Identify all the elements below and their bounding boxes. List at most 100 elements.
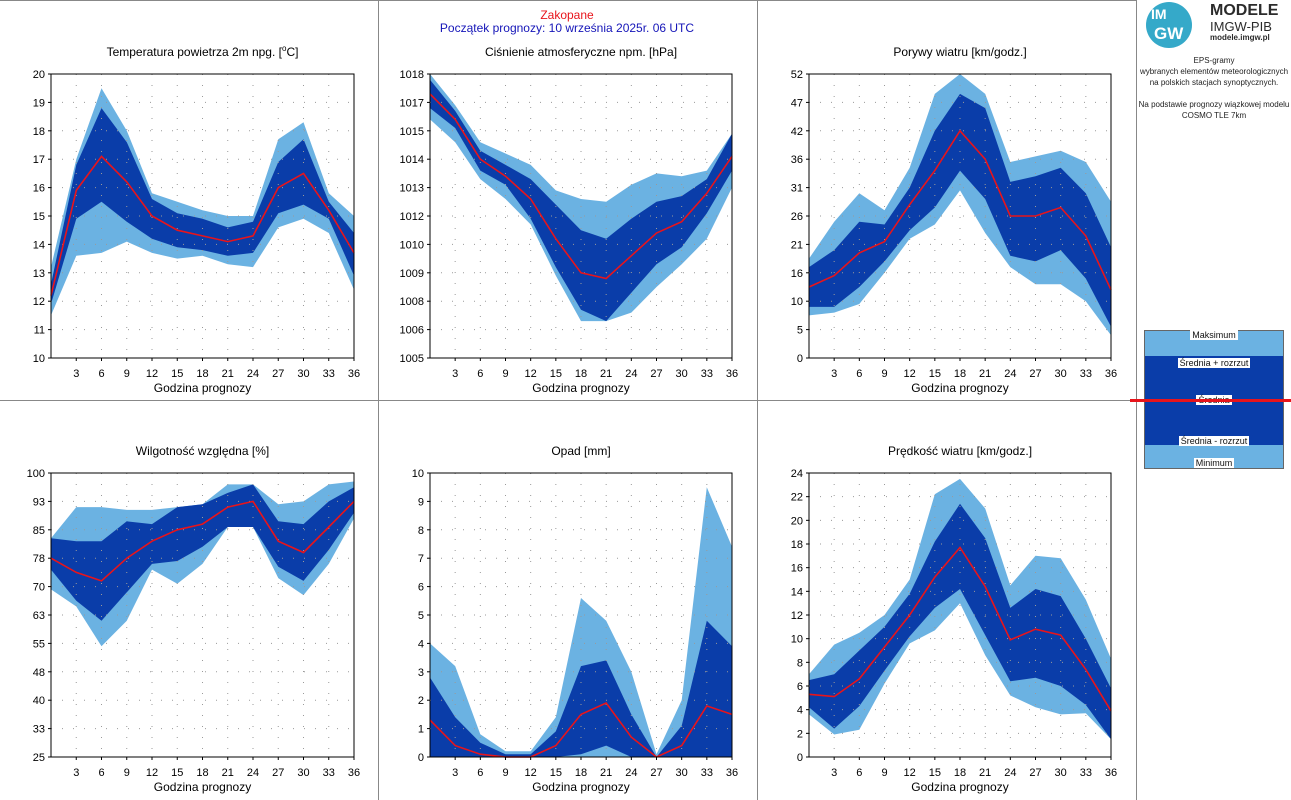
y-tick-label: 21 xyxy=(791,239,803,251)
x-axis-label: Godzina prognozy xyxy=(154,381,251,395)
mean-line xyxy=(429,93,733,280)
chart-title: Porywy wiatru [km/godz.] xyxy=(893,45,1026,59)
x-tick-label: 3 xyxy=(452,767,458,779)
x-tick-label: 9 xyxy=(124,368,130,380)
x-tick-label: 21 xyxy=(222,368,234,380)
y-tick-label: 6 xyxy=(797,681,803,693)
x-tick-label: 33 xyxy=(1080,767,1092,779)
x-tick-label: 15 xyxy=(171,767,183,779)
x-axis-label: Godzina prognozy xyxy=(911,381,1008,395)
mean-line xyxy=(808,129,1112,291)
x-tick-label: 24 xyxy=(247,368,259,380)
x-tick-label: 9 xyxy=(124,767,130,779)
y-tick-label: 5 xyxy=(797,325,803,337)
logo-mark-bottom: GW xyxy=(1154,24,1184,43)
x-tick-label: 21 xyxy=(600,368,612,380)
x-tick-label: 18 xyxy=(575,767,587,779)
x-tick-label: 3 xyxy=(452,368,458,380)
y-tick-label: 10 xyxy=(791,296,803,308)
y-tick-label: 9 xyxy=(418,496,424,508)
y-tick-label: 6 xyxy=(418,582,424,594)
logo-circle-icon: IM GW xyxy=(1146,2,1192,48)
x-tick-label: 12 xyxy=(525,368,537,380)
x-tick-label: 6 xyxy=(856,368,862,380)
y-tick-label: 14 xyxy=(33,239,45,251)
x-tick-label: 6 xyxy=(98,368,104,380)
y-tick-label: 1015 xyxy=(400,126,424,138)
x-tick-label: 18 xyxy=(196,368,208,380)
y-tick-label: 0 xyxy=(418,752,424,764)
y-tick-label: 78 xyxy=(33,553,45,565)
y-tick-label: 25 xyxy=(33,752,45,764)
y-tick-label: 85 xyxy=(33,525,45,537)
x-tick-label: 18 xyxy=(954,368,966,380)
description-line: wybranych elementów meteorologicznych xyxy=(1139,67,1289,76)
legend-mean-line xyxy=(1130,399,1291,402)
description-line: Na podstawie prognozy wiązkowej modelu xyxy=(1138,100,1290,109)
band-mean-spread xyxy=(51,108,354,304)
y-tick-label: 33 xyxy=(33,724,45,736)
band-mean-spread xyxy=(430,620,732,757)
x-tick-label: 27 xyxy=(1029,368,1041,380)
legend-band-min xyxy=(1145,445,1283,468)
forecast-start: Początek prognozy: 10 września 2025r. 06… xyxy=(439,21,695,35)
x-tick-label: 33 xyxy=(323,368,335,380)
y-tick-label: 1014 xyxy=(400,154,424,166)
y-tick-label: 1013 xyxy=(400,183,424,195)
band-mean-spread xyxy=(51,484,354,621)
y-tick-label: 12 xyxy=(33,296,45,308)
chart-title: Wilgotność względna [%] xyxy=(136,444,269,458)
y-tick-label: 55 xyxy=(33,638,45,650)
x-tick-label: 3 xyxy=(831,767,837,779)
x-tick-label: 9 xyxy=(502,767,508,779)
logo-line-1: MODELE xyxy=(1210,2,1279,19)
x-tick-label: 30 xyxy=(676,368,688,380)
x-tick-label: 3 xyxy=(831,368,837,380)
x-axis-label: Godzina prognozy xyxy=(532,381,629,395)
x-tick-label: 30 xyxy=(297,767,309,779)
x-tick-label: 36 xyxy=(726,767,738,779)
x-axis-label: Godzina prognozy xyxy=(532,780,629,794)
chart-panel-6: Prędkość wiatru [km/godz.]02468101214161… xyxy=(791,444,1117,794)
legend-label-min: Minimum xyxy=(1193,458,1235,468)
mean-line xyxy=(429,702,733,758)
logo-line-3: modele.imgw.pl xyxy=(1210,33,1270,42)
x-tick-label: 33 xyxy=(701,767,713,779)
mean-line xyxy=(50,500,355,582)
y-tick-label: 63 xyxy=(33,610,45,622)
x-tick-label: 6 xyxy=(477,368,483,380)
station-name: Zakopane xyxy=(540,8,594,22)
x-tick-label: 18 xyxy=(954,767,966,779)
x-tick-label: 24 xyxy=(1004,368,1016,380)
y-tick-label: 13 xyxy=(33,268,45,280)
y-tick-label: 19 xyxy=(33,97,45,109)
legend-label-max: Maksimum xyxy=(1190,330,1238,340)
band-min-max xyxy=(809,74,1111,336)
x-tick-label: 9 xyxy=(881,368,887,380)
y-tick-label: 1018 xyxy=(400,69,424,81)
y-tick-label: 1012 xyxy=(400,211,424,223)
x-axis-label: Godzina prognozy xyxy=(154,780,251,794)
y-tick-label: 48 xyxy=(33,667,45,679)
x-tick-label: 27 xyxy=(272,368,284,380)
x-tick-label: 27 xyxy=(650,767,662,779)
logo-mark-top: IM xyxy=(1151,6,1167,22)
y-tick-label: 93 xyxy=(33,496,45,508)
x-tick-label: 36 xyxy=(726,368,738,380)
y-tick-label: 8 xyxy=(797,657,803,669)
y-tick-label: 3 xyxy=(418,667,424,679)
x-tick-label: 30 xyxy=(676,767,688,779)
x-tick-label: 24 xyxy=(625,767,637,779)
x-tick-label: 33 xyxy=(1080,368,1092,380)
x-axis-label: Godzina prognozy xyxy=(911,780,1008,794)
y-tick-label: 24 xyxy=(791,468,803,480)
x-tick-label: 12 xyxy=(904,767,916,779)
y-tick-label: 8 xyxy=(418,525,424,537)
x-tick-label: 12 xyxy=(904,368,916,380)
chart-title: Temperatura powietrza 2m npg. [oC] xyxy=(107,44,299,59)
description: EPS-gramy wybranych elementów meteorolog… xyxy=(1130,55,1291,121)
charts-group: Temperatura powietrza 2m npg. [oC]101112… xyxy=(27,44,1117,794)
x-tick-label: 21 xyxy=(979,368,991,380)
y-tick-label: 1006 xyxy=(400,325,424,337)
x-tick-label: 24 xyxy=(625,368,637,380)
